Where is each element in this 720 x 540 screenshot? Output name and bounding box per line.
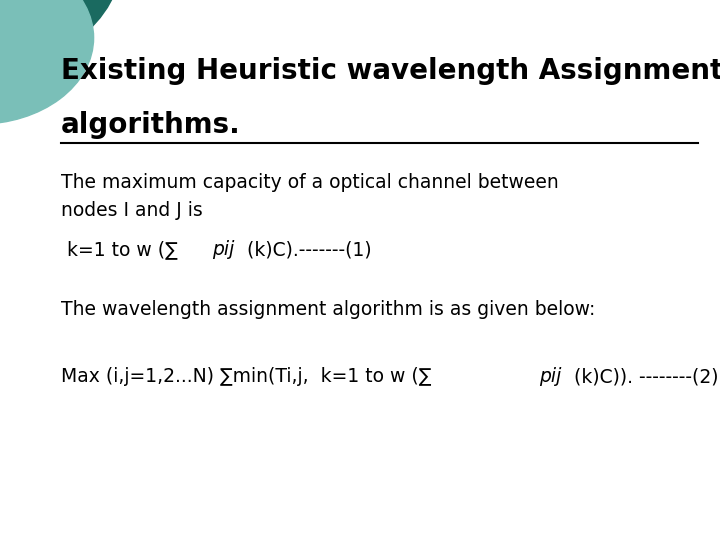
Text: (k)C)). --------(2): (k)C)). --------(2) — [568, 367, 719, 386]
Text: (k)C).-------(1): (k)C).-------(1) — [240, 240, 372, 259]
Circle shape — [0, 0, 122, 76]
Text: pij: pij — [539, 367, 562, 386]
Text: Max (i,j=1,2...N) ∑min(Ti,j,  k=1 to w (∑: Max (i,j=1,2...N) ∑min(Ti,j, k=1 to w (∑ — [61, 367, 431, 386]
Circle shape — [0, 0, 94, 124]
Text: pij: pij — [212, 240, 234, 259]
Text: k=1 to w (∑: k=1 to w (∑ — [61, 240, 178, 259]
Text: The maximum capacity of a optical channel between
nodes I and J is: The maximum capacity of a optical channe… — [61, 173, 559, 220]
Text: Existing Heuristic wavelength Assignment: Existing Heuristic wavelength Assignment — [61, 57, 720, 85]
Text: algorithms.: algorithms. — [61, 111, 241, 139]
Text: The wavelength assignment algorithm is as given below:: The wavelength assignment algorithm is a… — [61, 300, 595, 319]
